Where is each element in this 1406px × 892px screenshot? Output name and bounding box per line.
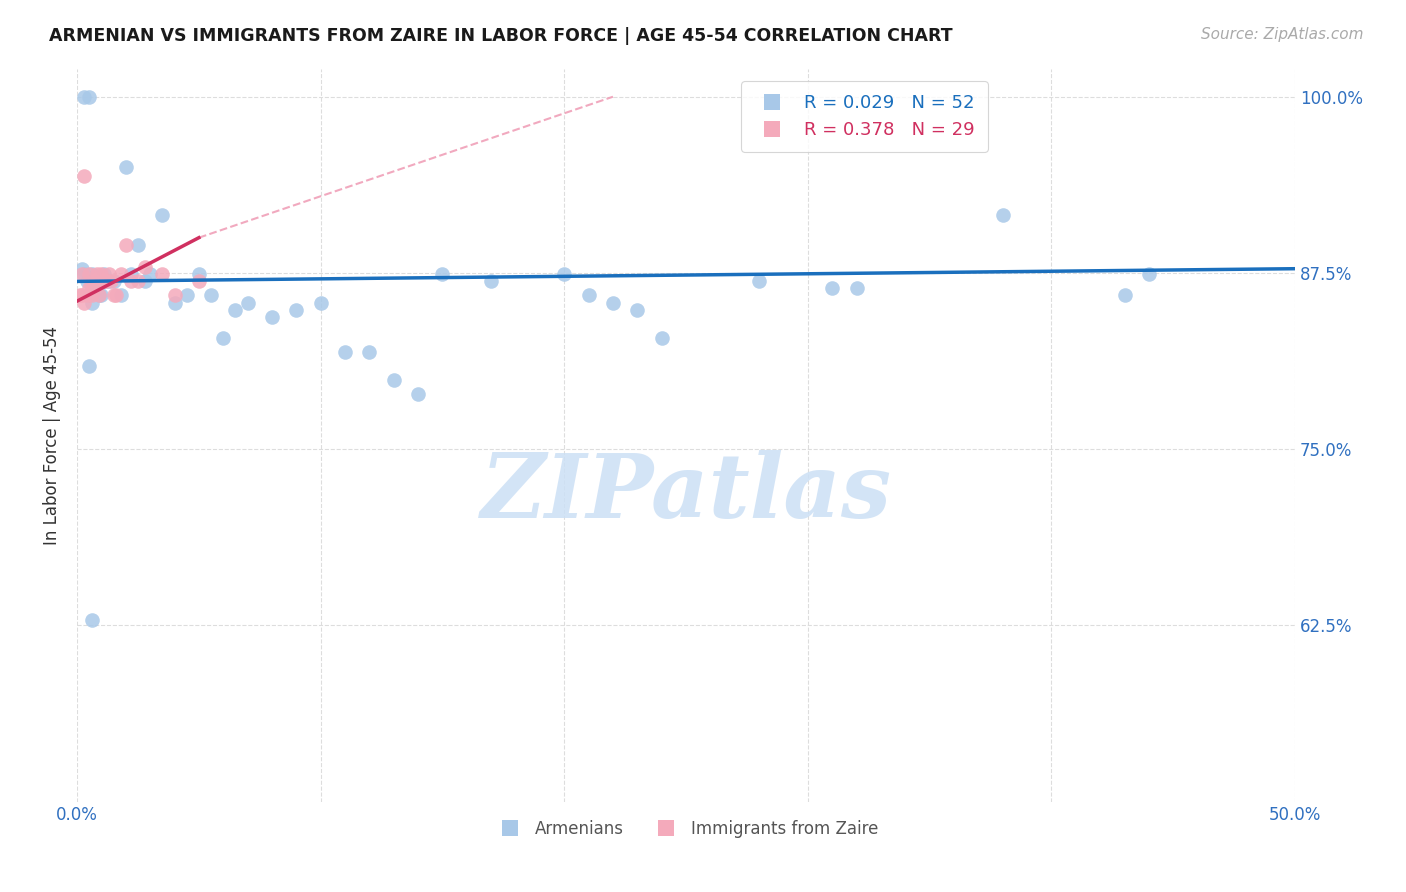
Point <box>260 310 283 324</box>
Point <box>93 268 115 282</box>
Point <box>73 169 96 183</box>
Legend: Armenians, Immigrants from Zaire: Armenians, Immigrants from Zaire <box>486 814 884 845</box>
Text: ARMENIAN VS IMMIGRANTS FROM ZAIRE IN LABOR FORCE | AGE 45-54 CORRELATION CHART: ARMENIAN VS IMMIGRANTS FROM ZAIRE IN LAB… <box>49 27 953 45</box>
Point <box>103 288 125 302</box>
Point <box>110 288 132 302</box>
Point <box>333 344 356 359</box>
Point <box>73 268 96 282</box>
Point <box>77 89 100 103</box>
Text: ZIPatlas: ZIPatlas <box>481 450 891 537</box>
Point <box>139 268 162 282</box>
Point <box>83 281 105 295</box>
Point <box>77 281 100 295</box>
Point <box>553 268 575 282</box>
Text: Source: ZipAtlas.com: Source: ZipAtlas.com <box>1201 27 1364 42</box>
Point <box>77 288 100 302</box>
Point <box>83 281 105 295</box>
Point <box>83 274 105 288</box>
Point <box>86 268 108 282</box>
Point <box>651 331 673 345</box>
Point <box>73 295 96 310</box>
Point <box>87 288 110 302</box>
Point <box>76 274 98 288</box>
Point <box>120 268 142 282</box>
Point <box>134 274 156 288</box>
Point <box>80 281 103 295</box>
Point <box>90 288 112 302</box>
Point <box>359 344 381 359</box>
Point <box>80 288 103 302</box>
Point <box>114 160 136 174</box>
Point <box>70 268 93 282</box>
Point <box>90 268 112 282</box>
Point <box>103 274 125 288</box>
Point <box>821 281 844 295</box>
Point <box>127 274 149 288</box>
Point <box>73 89 96 103</box>
Point <box>70 288 93 302</box>
Point <box>187 274 209 288</box>
Point <box>110 268 132 282</box>
Point <box>212 331 235 345</box>
Point <box>77 359 100 373</box>
Point <box>80 268 103 282</box>
Y-axis label: In Labor Force | Age 45-54: In Labor Force | Age 45-54 <box>44 326 60 544</box>
Point <box>406 387 429 401</box>
Point <box>163 288 186 302</box>
Point <box>382 373 405 387</box>
Point <box>96 274 118 288</box>
Point <box>187 268 209 282</box>
Point <box>163 295 186 310</box>
Point <box>602 295 624 310</box>
Point <box>309 295 332 310</box>
Point <box>578 288 600 302</box>
Point <box>991 208 1014 222</box>
Point <box>285 302 308 317</box>
Point <box>224 302 246 317</box>
Point <box>236 295 259 310</box>
Point <box>96 274 118 288</box>
Point <box>76 288 98 302</box>
Point <box>120 274 142 288</box>
Point <box>200 288 222 302</box>
Point <box>626 302 648 317</box>
Point <box>134 260 156 275</box>
Point <box>748 274 770 288</box>
Point <box>150 268 173 282</box>
Point <box>479 274 502 288</box>
Point <box>1114 288 1136 302</box>
Point <box>105 288 128 302</box>
Point <box>97 268 120 282</box>
Point <box>80 295 103 310</box>
Point <box>150 208 173 222</box>
Point <box>432 268 454 282</box>
Point <box>97 274 120 288</box>
Point <box>80 613 103 627</box>
Point <box>70 261 93 276</box>
Point <box>114 237 136 252</box>
Point <box>77 268 100 282</box>
Point <box>845 281 868 295</box>
Point <box>93 274 115 288</box>
Point <box>176 288 198 302</box>
Point <box>1137 268 1160 282</box>
Point <box>87 288 110 302</box>
Point <box>100 274 122 288</box>
Point <box>86 274 108 288</box>
Point <box>127 237 149 252</box>
Point <box>69 288 91 302</box>
